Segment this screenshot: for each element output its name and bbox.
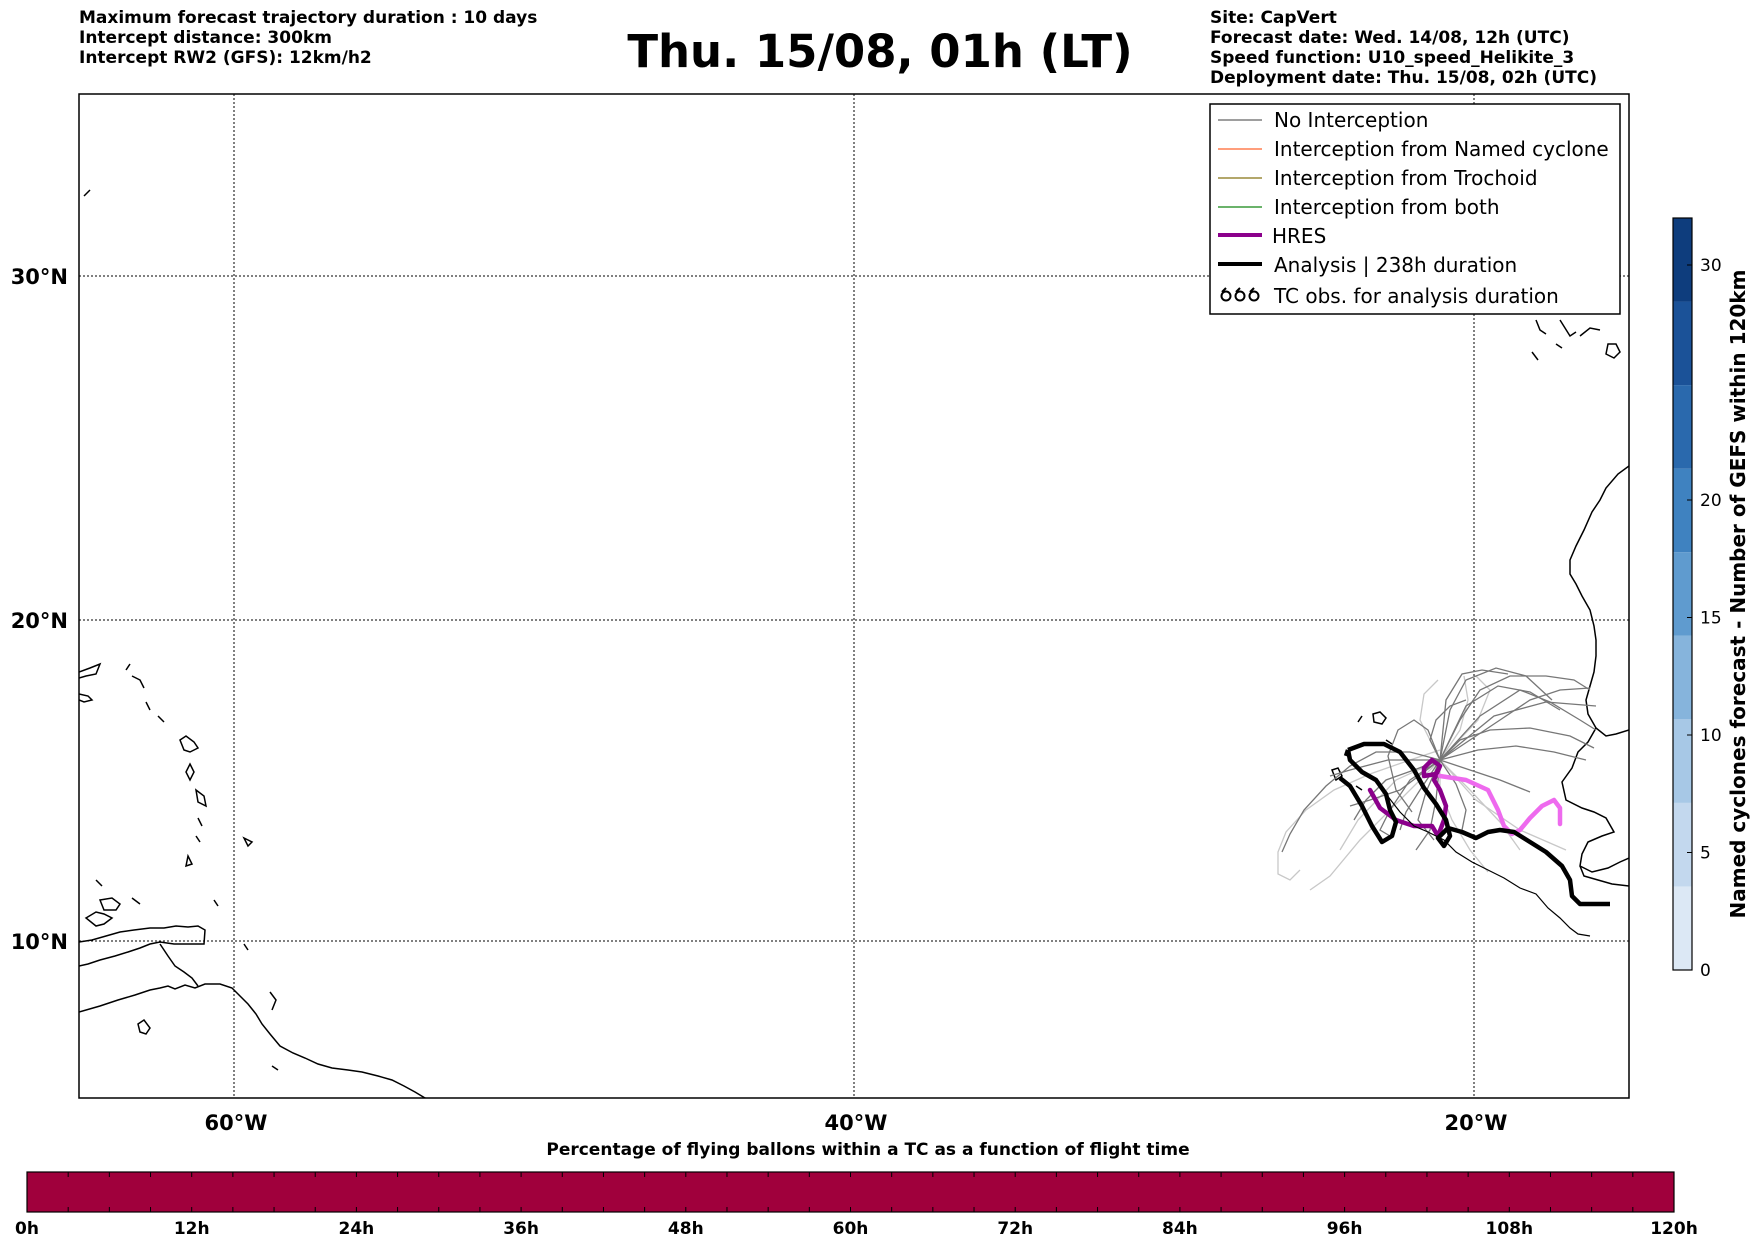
colorbar-band bbox=[1673, 635, 1692, 720]
colorbar-band bbox=[1673, 552, 1692, 636]
bottom-colorbar-ticks: 0h 12h 24h 36h 48h 60h 72h 84h 96h 108h 120h bbox=[15, 1219, 1698, 1239]
colorbar-band bbox=[1673, 385, 1692, 469]
lon-label-20w: 20°W bbox=[1445, 1111, 1508, 1135]
map-frame bbox=[78, 93, 1630, 1099]
analysis-trajectory bbox=[1338, 741, 1610, 937]
legend-item-named-cyclone: Interception from Named cyclone bbox=[1218, 137, 1609, 161]
bottom-colorbar-tick-label: 84h bbox=[1162, 1219, 1198, 1239]
colorbar-tick-label: 5 bbox=[1700, 844, 1711, 864]
header-left-line: Intercept distance: 300km bbox=[79, 28, 332, 48]
colorbar-band bbox=[1673, 719, 1692, 803]
header-left-line: Intercept RW2 (GFS): 12km/h2 bbox=[79, 48, 372, 68]
header-right-line: Deployment date: Thu. 15/08, 02h (UTC) bbox=[1210, 68, 1597, 88]
header-left-line: Maximum forecast trajectory duration : 1… bbox=[79, 8, 538, 28]
legend-label: Interception from Trochoid bbox=[1274, 166, 1538, 190]
bottom-colorbar-minor-ticks bbox=[67, 1172, 1634, 1212]
colorbar-scale bbox=[1673, 218, 1692, 970]
legend-item-hres: HRES bbox=[1218, 224, 1326, 248]
bottom-colorbar-tick-label: 72h bbox=[997, 1219, 1033, 1239]
bottom-colorbar-bar bbox=[26, 1171, 1675, 1213]
lat-axis-labels: 30°N 20°N 10°N bbox=[11, 265, 68, 954]
lon-label-60w: 60°W bbox=[205, 1111, 268, 1135]
colorbar-band bbox=[1673, 218, 1692, 302]
bottom-colorbar-tick-label: 12h bbox=[174, 1219, 210, 1239]
legend-label: Interception from both bbox=[1274, 195, 1500, 219]
colorbar-title: Named cyclones forecast - Number of GEFS… bbox=[1726, 270, 1750, 919]
colorbar-tick-label: 20 bbox=[1700, 491, 1722, 511]
lat-label-20: 20°N bbox=[11, 609, 68, 633]
header-right: Site: CapVert Forecast date: Wed. 14/08,… bbox=[1210, 8, 1597, 88]
coastline-americas bbox=[79, 189, 428, 1098]
page-title: Thu. 15/08, 01h (LT) bbox=[627, 25, 1133, 78]
bottom-colorbar-tick-label: 0h bbox=[15, 1219, 39, 1239]
legend-label: Analysis | 238h duration bbox=[1274, 253, 1517, 277]
colorbar-frame bbox=[1672, 217, 1693, 971]
colorbar-tick-label: 0 bbox=[1700, 961, 1711, 981]
bottom-colorbar-tick-label: 48h bbox=[668, 1219, 704, 1239]
bottom-colorbar-tick-label: 24h bbox=[339, 1219, 375, 1239]
right-colorbar: 0 5 10 15 20 30 Named cyclones forecast - Num… bbox=[1672, 217, 1750, 981]
legend-label: TC obs. for analysis duration bbox=[1273, 284, 1559, 308]
graticule bbox=[79, 94, 1629, 1098]
lat-label-10: 10°N bbox=[11, 930, 68, 954]
colorbar-band bbox=[1673, 886, 1692, 970]
lat-label-30: 30°N bbox=[11, 265, 68, 289]
colorbar-tick-label: 15 bbox=[1700, 609, 1722, 629]
header-right-line: Speed function: U10_speed_Helikite_3 bbox=[1210, 48, 1575, 68]
legend-item-both: Interception from both bbox=[1218, 195, 1500, 219]
colorbar-band bbox=[1673, 802, 1692, 887]
legend: No Interception Interception from Named … bbox=[1209, 103, 1621, 315]
header-left: Maximum forecast trajectory duration : 1… bbox=[79, 8, 537, 68]
bottom-colorbar-tick-label: 36h bbox=[503, 1219, 539, 1239]
bottom-colorbar-tick-label: 96h bbox=[1327, 1219, 1363, 1239]
bottom-colorbar: Percentage of flying ballons within a TC… bbox=[15, 1140, 1698, 1239]
legend-label: HRES bbox=[1272, 224, 1326, 248]
ensemble-trajectories bbox=[1281, 667, 1597, 853]
legend-label: No Interception bbox=[1274, 108, 1428, 132]
bottom-colorbar-tick-label: 120h bbox=[1650, 1219, 1698, 1239]
legend-label: Interception from Named cyclone bbox=[1274, 137, 1609, 161]
legend-item-trochoid: Interception from Trochoid bbox=[1218, 166, 1538, 190]
bottom-colorbar-tick-label: 60h bbox=[833, 1219, 869, 1239]
colorbar-band bbox=[1673, 301, 1692, 386]
legend-item-no-interception: No Interception bbox=[1218, 108, 1428, 132]
header-right-line: Site: CapVert bbox=[1210, 8, 1337, 28]
colorbar-tick-label: 30 bbox=[1700, 256, 1722, 276]
colorbar-band bbox=[1673, 468, 1692, 553]
coastline-africa bbox=[1331, 319, 1629, 887]
colorbar-ticks: 0 5 10 15 20 30 bbox=[1687, 256, 1722, 981]
legend-box bbox=[1209, 103, 1621, 315]
legend-item-tc-obs: TC obs. for analysis duration bbox=[1220, 284, 1559, 308]
legend-item-analysis: Analysis | 238h duration bbox=[1218, 253, 1517, 277]
colorbar-tick-label: 10 bbox=[1700, 726, 1722, 746]
bottom-colorbar-title: Percentage of flying ballons within a TC… bbox=[546, 1140, 1189, 1160]
header-right-line: Forecast date: Wed. 14/08, 12h (UTC) bbox=[1210, 28, 1570, 48]
lon-axis-labels: 60°W 40°W 20°W bbox=[205, 1111, 1508, 1135]
lon-label-40w: 40°W bbox=[825, 1111, 888, 1135]
bottom-colorbar-tick-label: 108h bbox=[1486, 1219, 1534, 1239]
tc-symbol-icon bbox=[1220, 287, 1260, 302]
